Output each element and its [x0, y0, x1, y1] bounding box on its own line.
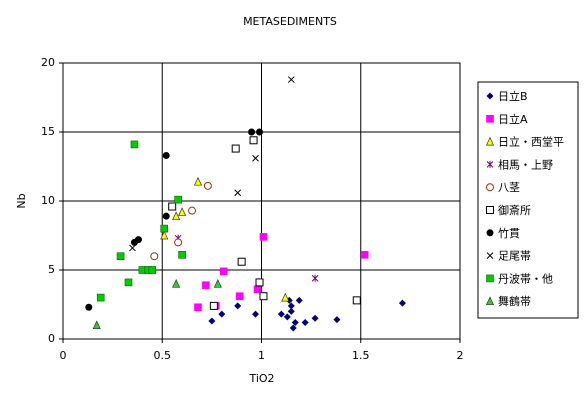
point: [311, 314, 319, 322]
legend-label: 丹波帯・他: [498, 272, 553, 285]
legend-label: 相馬・上野: [498, 158, 553, 171]
legend-marker: [485, 136, 495, 146]
y-axis-label: Nb: [15, 193, 28, 208]
point: [168, 202, 177, 211]
legend-marker: [486, 252, 494, 259]
point: [92, 320, 101, 330]
point: [129, 244, 136, 252]
point: [301, 318, 309, 326]
point: [256, 128, 264, 136]
y-tick-label: 20: [41, 56, 55, 69]
legend-marker: [486, 115, 494, 123]
point: [174, 195, 182, 204]
point: [248, 128, 256, 136]
y-tick-label: 10: [41, 194, 55, 207]
point: [202, 281, 210, 289]
legend-marker: [486, 206, 494, 214]
point: [85, 303, 93, 311]
legend-label: 竹貫: [498, 226, 520, 240]
point: [134, 236, 142, 244]
point: [398, 299, 406, 307]
point: [311, 274, 319, 282]
point: [277, 310, 285, 318]
legend-label: 八茎: [498, 181, 520, 194]
point: [234, 302, 242, 310]
point: [116, 252, 125, 260]
point: [160, 224, 169, 233]
point: [235, 292, 244, 301]
point: [281, 292, 290, 302]
point: [291, 318, 299, 326]
legend-marker: [485, 296, 495, 306]
legend-marker: [486, 183, 494, 192]
point: [174, 238, 183, 247]
x-tick-label: 1: [258, 349, 265, 362]
point: [178, 207, 187, 216]
x-tick-label: 1.5: [352, 349, 370, 362]
point: [249, 136, 258, 145]
point: [259, 292, 268, 301]
point: [188, 206, 197, 215]
point: [252, 310, 260, 318]
point: [352, 296, 361, 305]
point: [287, 76, 295, 83]
point: [178, 251, 186, 259]
point: [234, 189, 242, 197]
legend-label: 御斎所: [498, 203, 531, 217]
legend-marker: [486, 92, 494, 100]
legend-label: 足尾帯: [498, 250, 531, 263]
point: [231, 144, 240, 153]
point: [162, 212, 170, 220]
x-tick-label: 0: [60, 349, 67, 362]
point: [289, 324, 297, 332]
point: [124, 278, 133, 287]
point: [208, 317, 216, 325]
point: [218, 310, 226, 318]
point: [219, 267, 228, 276]
legend-label: 日立・西堂平: [498, 135, 564, 149]
legend-marker: [486, 229, 494, 237]
point: [283, 313, 291, 321]
point: [172, 211, 181, 221]
legend-label: 日立A: [498, 112, 528, 126]
point: [194, 303, 202, 312]
point: [259, 233, 268, 241]
point: [160, 230, 169, 240]
point: [172, 278, 181, 288]
point: [237, 257, 246, 266]
chart-title: METASEDIMENTS: [243, 15, 337, 28]
x-tick-label: 2: [457, 349, 464, 362]
point: [162, 151, 170, 159]
point: [148, 266, 157, 274]
point: [213, 278, 222, 288]
y-tick-label: 0: [48, 332, 55, 345]
point: [209, 301, 218, 310]
point: [203, 181, 212, 190]
legend-box: [477, 81, 579, 319]
y-tick-label: 15: [41, 125, 55, 138]
point: [295, 296, 303, 304]
point: [96, 293, 105, 302]
point: [287, 307, 295, 315]
x-axis-label: TiO2: [248, 372, 274, 385]
point: [255, 278, 264, 287]
legend-label: 日立B: [498, 89, 528, 103]
point: [360, 251, 369, 259]
x-tick-label: 0.5: [154, 349, 172, 362]
point: [333, 316, 341, 324]
point: [130, 140, 139, 149]
legend-label: 舞鶴帯: [498, 294, 531, 308]
point: [150, 252, 159, 261]
legend-marker: [486, 274, 494, 283]
y-tick-label: 5: [48, 263, 55, 276]
point: [252, 154, 259, 162]
point: [253, 285, 262, 294]
point: [193, 176, 203, 186]
point: [287, 302, 295, 310]
legend-marker: [486, 160, 494, 168]
